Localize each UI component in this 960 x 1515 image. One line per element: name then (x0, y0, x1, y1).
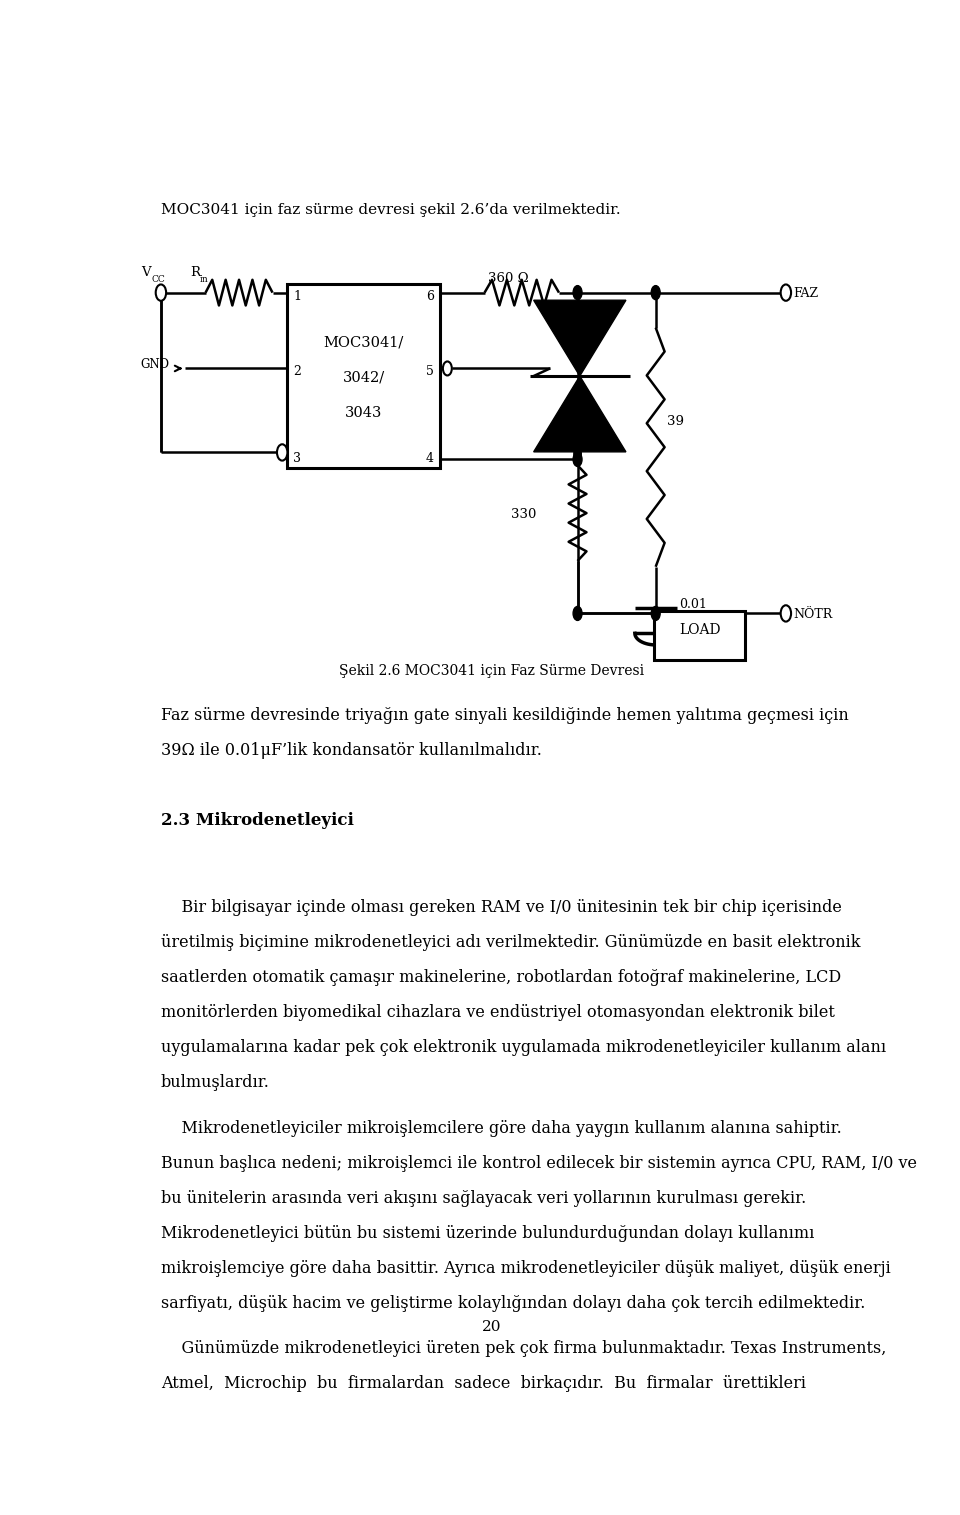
Text: 2.3 Mikrodenetleyici: 2.3 Mikrodenetleyici (161, 812, 354, 829)
Text: V: V (141, 267, 151, 279)
Text: 1: 1 (294, 291, 301, 303)
Circle shape (573, 453, 582, 467)
Bar (287, 285, 440, 468)
Text: 330: 330 (512, 509, 537, 521)
Text: Mikrodenetleyiciler mikroişlemcilere göre daha yaygın kullanım alanına sahiptir.: Mikrodenetleyiciler mikroişlemcilere gör… (161, 1120, 842, 1136)
Text: bu ünitelerin arasında veri akışını sağlayacak veri yollarının kurulması gerekir: bu ünitelerin arasında veri akışını sağl… (161, 1189, 806, 1207)
Text: 2: 2 (294, 365, 301, 377)
Text: Bir bilgisayar içinde olması gereken RAM ve I/0 ünitesinin tek bir chip içerisin: Bir bilgisayar içinde olması gereken RAM… (161, 900, 842, 917)
Text: sarfiyatı, düşük hacim ve geliştirme kolaylığından dolayı daha çok tercih edilme: sarfiyatı, düşük hacim ve geliştirme kol… (161, 1295, 865, 1312)
Bar (654, 611, 745, 661)
Text: saatlerden otomatik çamaşır makinelerine, robotlardan fotoğraf makinelerine, LCD: saatlerden otomatik çamaşır makinelerine… (161, 970, 841, 986)
Circle shape (443, 362, 452, 376)
Circle shape (156, 285, 166, 301)
Text: Günümüzde mikrodenetleyici üreten pek çok firma bulunmaktadır. Texas Instruments: Günümüzde mikrodenetleyici üreten pek ço… (161, 1341, 886, 1357)
Text: LOAD: LOAD (679, 623, 720, 636)
Circle shape (277, 444, 287, 461)
Circle shape (780, 606, 791, 621)
Text: bulmuşlardır.: bulmuşlardır. (161, 1074, 270, 1091)
Text: üretilmiş biçimine mikrodenetleyici adı verilmektedir. Günümüzde en basit elektr: üretilmiş biçimine mikrodenetleyici adı … (161, 935, 860, 951)
Text: Atmel,  Microchip  bu  firmalardan  sadece  birkaçıdır.  Bu  firmalar  ürettikle: Atmel, Microchip bu firmalardan sadece b… (161, 1376, 806, 1392)
Text: R: R (191, 267, 201, 279)
Text: in: in (200, 276, 208, 285)
Text: Faz sürme devresinde triyağın gate sinyali kesildiğinde hemen yalıtıma geçmesi i: Faz sürme devresinde triyağın gate sinya… (161, 706, 849, 724)
Text: 20: 20 (482, 1321, 502, 1335)
Text: monitörlerden biyomedikal cihazlara ve endüstriyel otomasyondan elektronik bilet: monitörlerden biyomedikal cihazlara ve e… (161, 1004, 835, 1021)
Text: u: u (713, 611, 720, 620)
Text: 3042/: 3042/ (343, 371, 385, 385)
Text: 0.01: 0.01 (680, 598, 708, 611)
Text: 3: 3 (294, 453, 301, 465)
Text: uygulamalarına kadar pek çok elektronik uygulamada mikrodenetleyiciler kullanım : uygulamalarına kadar pek çok elektronik … (161, 1039, 886, 1056)
Text: 4: 4 (426, 453, 434, 465)
Circle shape (651, 606, 660, 621)
Polygon shape (534, 376, 626, 451)
Circle shape (574, 448, 581, 459)
Text: FAZ: FAZ (793, 286, 819, 300)
Polygon shape (534, 300, 626, 376)
Circle shape (651, 286, 660, 300)
Circle shape (573, 286, 582, 300)
Text: MOC3041/: MOC3041/ (324, 336, 404, 350)
Text: CC: CC (152, 276, 165, 285)
Text: Mikrodenetleyici bütün bu sistemi üzerinde bulundurduğundan dolayı kullanımı: Mikrodenetleyici bütün bu sistemi üzerin… (161, 1224, 814, 1242)
Text: Şekil 2.6 MOC3041 için Faz Sürme Devresi: Şekil 2.6 MOC3041 için Faz Sürme Devresi (340, 664, 644, 677)
Text: 3043: 3043 (345, 406, 382, 420)
Text: 39: 39 (667, 415, 684, 429)
Text: mikroişlemciye göre daha basittir. Ayrıca mikrodenetleyiciler düşük maliyet, düş: mikroişlemciye göre daha basittir. Ayrıc… (161, 1259, 891, 1277)
Text: 5: 5 (426, 365, 434, 377)
Text: NÖTR: NÖTR (793, 608, 832, 621)
Text: GND: GND (141, 359, 170, 371)
Text: MOC3041 için faz sürme devresi şekil 2.6’da verilmektedir.: MOC3041 için faz sürme devresi şekil 2.6… (161, 203, 620, 217)
Text: 6: 6 (426, 291, 434, 303)
Text: Bunun başlıca nedeni; mikroişlemci ile kontrol edilecek bir sistemin ayrıca CPU,: Bunun başlıca nedeni; mikroişlemci ile k… (161, 1154, 917, 1171)
Circle shape (573, 606, 582, 621)
Circle shape (780, 285, 791, 301)
Text: 39Ω ile 0.01μF’lik kondansatör kullanılmalıdır.: 39Ω ile 0.01μF’lik kondansatör kullanılm… (161, 742, 541, 759)
Text: 360 Ω: 360 Ω (489, 271, 529, 285)
